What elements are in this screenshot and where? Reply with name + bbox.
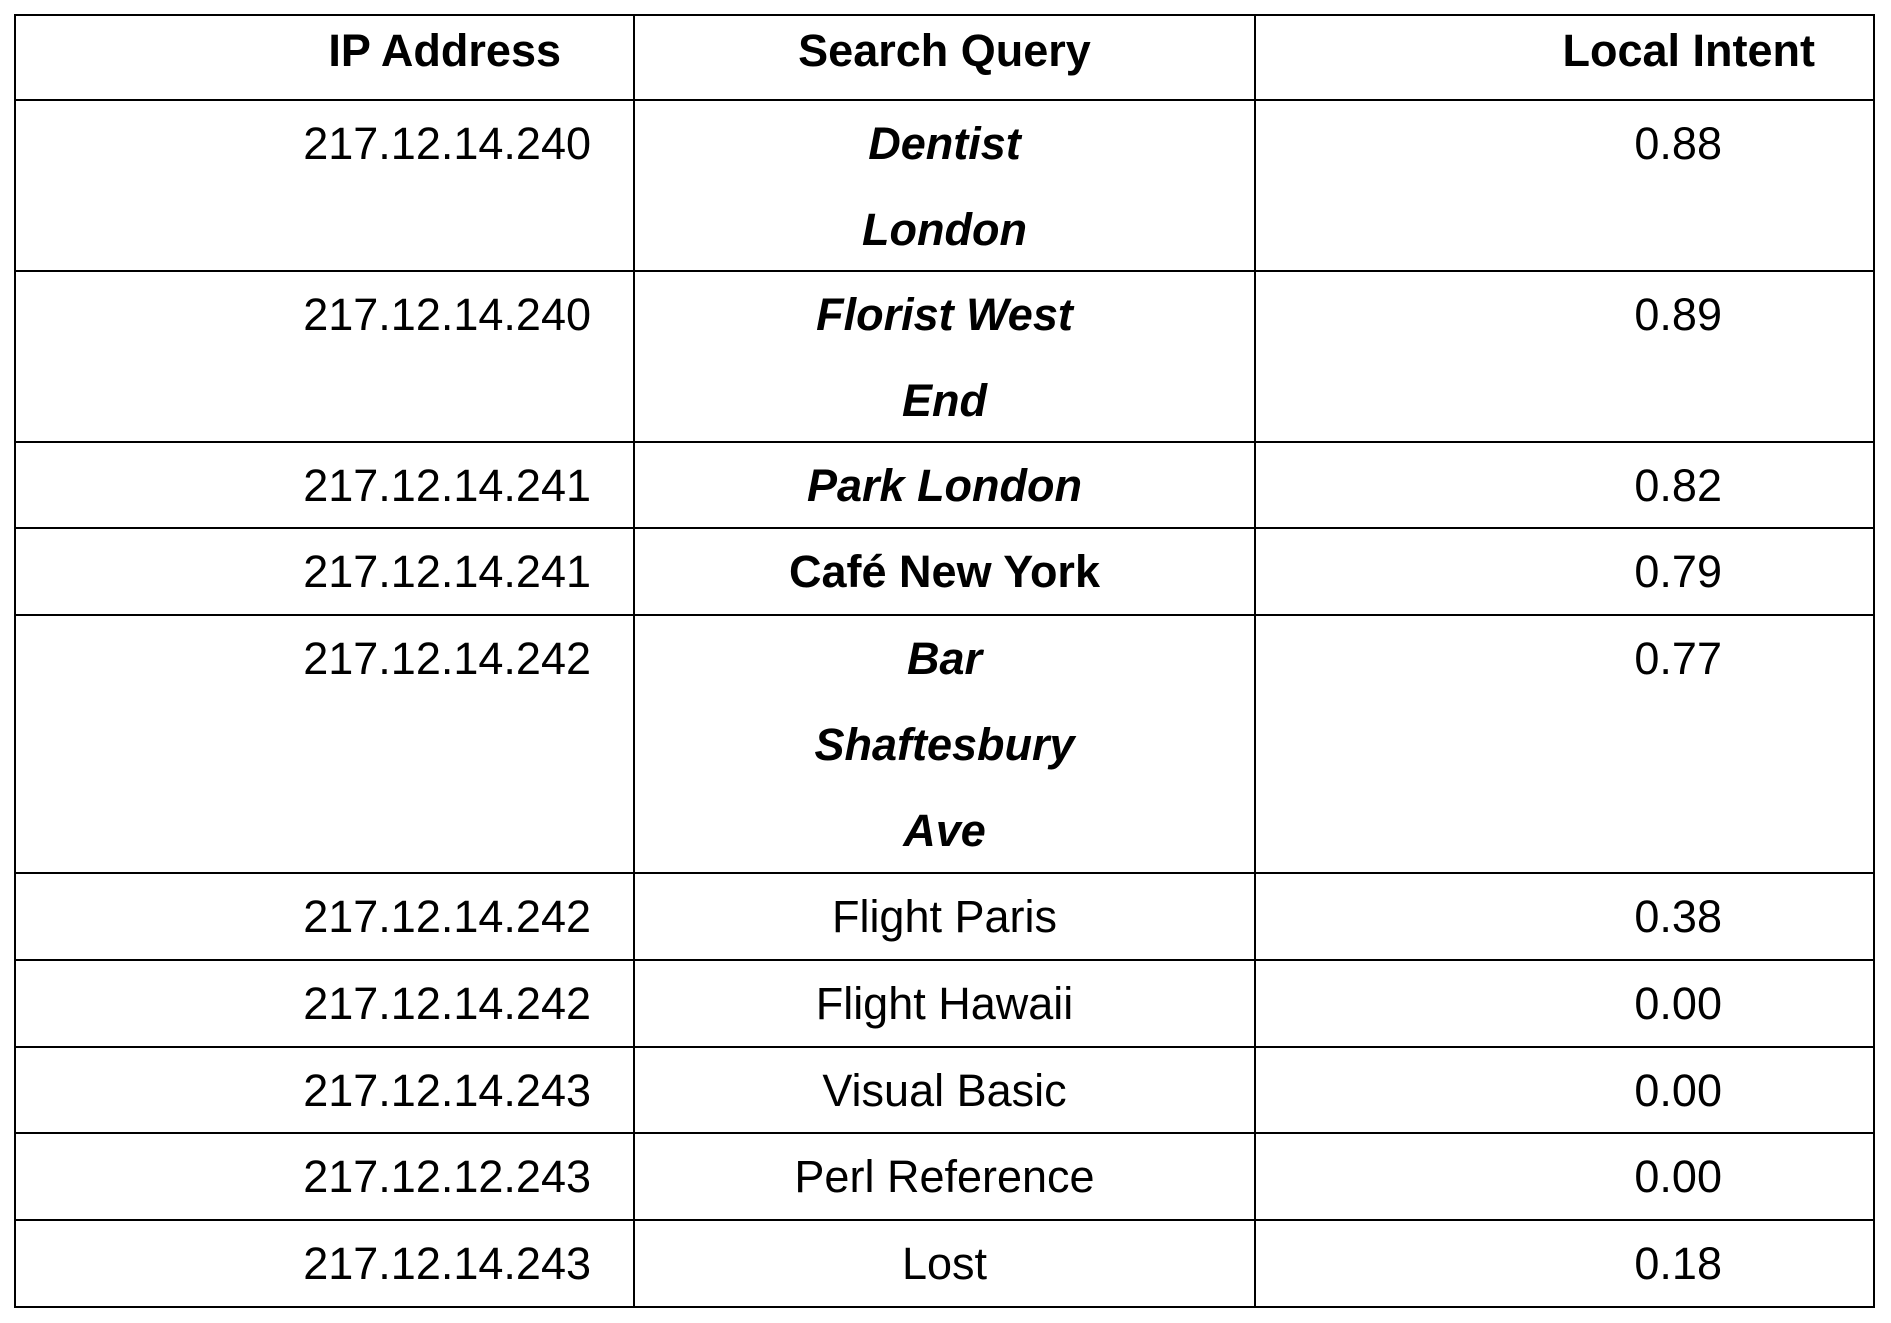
- local-intent-cell: 0.88: [1256, 101, 1875, 270]
- local-intent-cell: 0.89: [1256, 272, 1875, 441]
- table-row: 217.12.14.243Visual Basic0.00: [16, 1048, 1873, 1134]
- local-intent-cell: 0.77: [1256, 616, 1875, 872]
- local-intent-cell: 0.00: [1256, 1048, 1875, 1132]
- table-row: 217.12.14.241Café New York0.79: [16, 529, 1873, 616]
- search-query-cell: Lost: [635, 1221, 1256, 1308]
- search-query-line: Perl Reference: [635, 1134, 1254, 1220]
- ip-address-cell: 217.12.14.242: [16, 616, 635, 872]
- local-intent-cell: 0.18: [1256, 1221, 1875, 1308]
- local-intent-cell: 0.00: [1256, 961, 1875, 1046]
- local-intent-table: IP Address Search Query Local Intent 217…: [14, 14, 1875, 1308]
- ip-address-cell: 217.12.14.243: [16, 1221, 635, 1308]
- ip-address-cell: 217.12.14.242: [16, 874, 635, 959]
- local-intent-cell: 0.00: [1256, 1134, 1875, 1219]
- search-query-line: Flight Paris: [635, 874, 1254, 960]
- search-query-cell: DentistLondon: [635, 101, 1256, 270]
- search-query-line: Flight Hawaii: [635, 961, 1254, 1047]
- table-row: 217.12.14.241Park London0.82: [16, 443, 1873, 529]
- local-intent-cell: 0.79: [1256, 529, 1875, 614]
- header-ip-address: IP Address: [16, 16, 635, 99]
- table-row: 217.12.14.240Florist WestEnd0.89: [16, 272, 1873, 443]
- ip-address-cell: 217.12.14.241: [16, 529, 635, 614]
- search-query-line: Dentist: [635, 101, 1254, 187]
- header-row: IP Address Search Query Local Intent: [16, 16, 1873, 101]
- search-query-line: End: [635, 358, 1254, 444]
- local-intent-cell: 0.82: [1256, 443, 1875, 527]
- search-query-line: Visual Basic: [635, 1048, 1254, 1134]
- search-query-line: London: [635, 187, 1254, 273]
- search-query-line: Shaftesbury: [635, 702, 1254, 788]
- search-query-line: Café New York: [635, 529, 1254, 615]
- table-row: 217.12.14.243Lost0.18: [16, 1221, 1873, 1308]
- search-query-cell: Café New York: [635, 529, 1256, 614]
- search-query-line: Bar: [635, 616, 1254, 702]
- ip-address-cell: 217.12.12.243: [16, 1134, 635, 1219]
- table-row: 217.12.14.242Flight Hawaii0.00: [16, 961, 1873, 1048]
- search-query-line: Florist West: [635, 272, 1254, 358]
- search-query-cell: Park London: [635, 443, 1256, 527]
- header-local-intent: Local Intent: [1256, 16, 1875, 99]
- search-query-cell: Flight Hawaii: [635, 961, 1256, 1046]
- search-query-line: Ave: [635, 788, 1254, 874]
- local-intent-cell: 0.38: [1256, 874, 1875, 959]
- table-row: 217.12.14.242Flight Paris0.38: [16, 874, 1873, 961]
- ip-address-cell: 217.12.14.241: [16, 443, 635, 527]
- table-row: 217.12.14.240DentistLondon0.88: [16, 101, 1873, 272]
- table-row: 217.12.12.243Perl Reference0.00: [16, 1134, 1873, 1221]
- ip-address-cell: 217.12.14.243: [16, 1048, 635, 1132]
- header-search-query: Search Query: [635, 16, 1256, 99]
- ip-address-cell: 217.12.14.240: [16, 272, 635, 441]
- ip-address-cell: 217.12.14.240: [16, 101, 635, 270]
- ip-address-cell: 217.12.14.242: [16, 961, 635, 1046]
- table-row: 217.12.14.242BarShaftesburyAve0.77: [16, 616, 1873, 874]
- search-query-cell: Flight Paris: [635, 874, 1256, 959]
- search-query-line: Park London: [635, 443, 1254, 529]
- search-query-line: Lost: [635, 1221, 1254, 1307]
- search-query-cell: Perl Reference: [635, 1134, 1256, 1219]
- search-query-cell: BarShaftesburyAve: [635, 616, 1256, 872]
- search-query-cell: Visual Basic: [635, 1048, 1256, 1132]
- search-query-cell: Florist WestEnd: [635, 272, 1256, 441]
